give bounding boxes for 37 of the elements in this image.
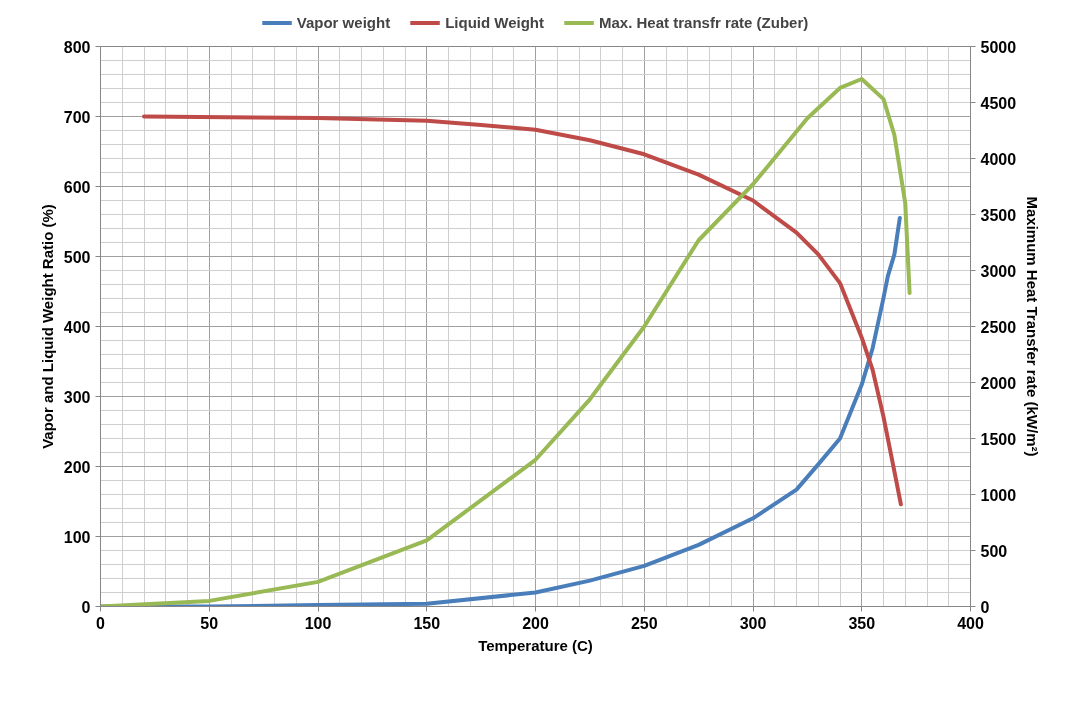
y-tick-label: 300 [63,388,91,406]
y2-tick-label: 3500 [980,206,1017,224]
y-tick-label: 800 [63,38,91,56]
y2-tick-label: 0 [980,598,990,616]
x-tick-label: 350 [848,614,876,632]
x-tick-label: 150 [413,614,441,632]
y-tick-label: 0 [81,598,91,616]
x-tick-label: 250 [630,614,658,632]
y2-axis-title: Maximum Heat Transfer rate (kW/m²) [1024,196,1042,457]
y-tick-label: 200 [63,458,91,476]
line-series [100,76,912,607]
x-tick-label: 50 [200,614,219,632]
y2-tick-label: 4000 [980,150,1017,168]
x-tick-label: 300 [739,614,767,632]
y-tick-label: 700 [63,108,91,126]
line-series [142,114,903,507]
y-tick-label: 600 [63,178,91,196]
y2-tick-label: 2000 [980,374,1017,392]
y-tick-label: 400 [63,318,91,336]
legend-label: Max. Heat transfr rate (Zuber) [599,13,809,31]
x-tick-label: 200 [522,614,549,632]
y2-tick-label: 5000 [980,38,1017,56]
y-tick-label: 500 [63,248,91,266]
legend-label: Liquid Weight [445,13,545,31]
x-tick-label: 0 [96,614,106,632]
y2-tick-label: 1500 [980,430,1017,448]
y2-tick-label: 3000 [980,262,1017,280]
y2-tick-label: 4500 [980,94,1017,112]
y2-tick-label: 1000 [980,486,1017,504]
y-tick-label: 100 [63,528,91,546]
legend-label: Vapor weight [296,13,391,31]
x-axis-title: Temperature (C) [478,636,593,654]
y2-tick-label: 2500 [980,318,1017,336]
y-axis-title: Vapor and Liquid Weight Ratio (%) [38,204,56,449]
y2-tick-label: 500 [980,542,1008,560]
x-tick-label: 400 [957,614,984,632]
x-tick-label: 100 [304,614,332,632]
